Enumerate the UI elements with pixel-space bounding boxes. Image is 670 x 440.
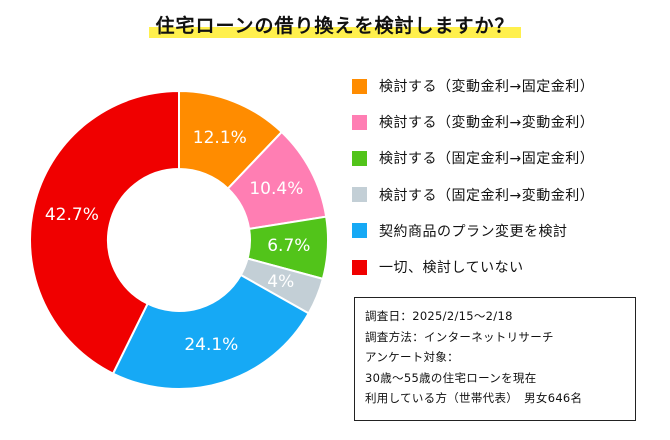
donut-slice — [29, 89, 180, 375]
legend-label: 検討する（変動金利→固定金利） — [379, 79, 595, 95]
chart-title: 住宅ローンの借り換えを検討しますか？ — [149, 14, 521, 38]
donut-slice — [111, 273, 311, 390]
legend-swatch — [352, 223, 367, 239]
legend-swatch — [352, 150, 367, 166]
title-wrap: 住宅ローンの借り換えを検討しますか？ — [0, 14, 670, 38]
legend-label: 一切、検討していない — [379, 260, 524, 276]
legend-label: 検討する（固定金利→変動金利） — [379, 187, 595, 204]
legend-swatch — [352, 187, 367, 203]
slice-value-label: 6.7% — [267, 236, 310, 256]
legend-item: 検討する（変動金利→変動金利） — [352, 112, 594, 132]
legend-item: 検討する（変動金利→固定金利） — [352, 76, 594, 96]
note-survey-date: 調査日：2025/2/15〜2/18 — [365, 309, 513, 323]
note-target-sample: 利用している方（世帯代表） 男女646名 — [365, 391, 583, 405]
donut-chart: 12.1% 10.4% 6.7% 4% 24.1% 42.7% — [29, 89, 329, 390]
legend-item: 一切、検討していない — [352, 257, 524, 277]
legend-swatch — [352, 259, 367, 275]
slice-value-label: 12.1% — [193, 128, 247, 148]
note-target-heading: アンケート対象： — [365, 350, 459, 364]
legend-label: 検討する（固定金利→固定金利） — [379, 151, 595, 168]
legend-item: 契約商品のプラン変更を検討 — [352, 221, 568, 241]
legend-item: 検討する（固定金利→固定金利） — [352, 148, 594, 168]
slice-value-label: 24.1% — [184, 335, 238, 355]
legend-label: 契約商品のプラン変更を検討 — [379, 223, 568, 240]
legend-swatch — [352, 114, 367, 130]
note-survey-method: 調査方法：インターネットリサーチ — [365, 329, 554, 344]
note-target-age: 30歳〜55歳の住宅ローンを現在 — [365, 370, 537, 385]
legend-swatch — [352, 78, 367, 94]
slice-value-label: 42.7% — [45, 205, 99, 225]
survey-note-box: 調査日：2025/2/15〜2/18 調査方法：インターネットリサーチ アンケー… — [354, 297, 636, 421]
slice-value-label: 10.4% — [249, 179, 303, 199]
slice-value-label: 4% — [267, 272, 294, 292]
legend-item: 検討する（固定金利→変動金利） — [352, 185, 594, 205]
legend-label: 検討する（変動金利→変動金利） — [379, 115, 595, 132]
